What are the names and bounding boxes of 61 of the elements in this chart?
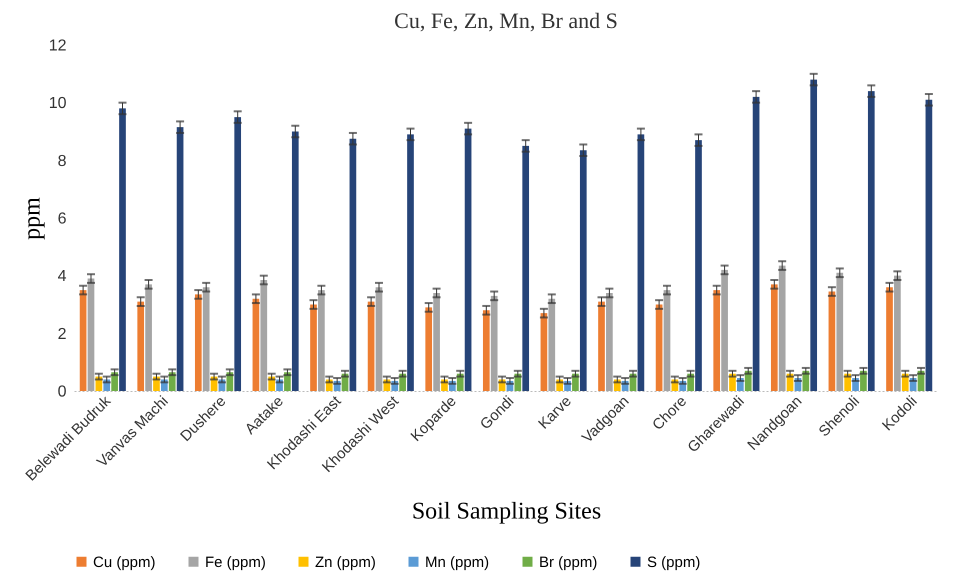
bar xyxy=(137,302,144,391)
legend-label: Zn (ppm) xyxy=(315,554,376,571)
bar xyxy=(194,294,202,391)
bar xyxy=(926,100,932,391)
bar xyxy=(868,91,875,391)
y-tick-label: 6 xyxy=(58,210,67,228)
bar xyxy=(664,290,670,391)
bar xyxy=(80,290,86,391)
bar xyxy=(145,284,152,391)
y-tick-label: 2 xyxy=(58,326,67,343)
y-tick-label: 0 xyxy=(58,384,67,400)
bar xyxy=(119,108,126,391)
bar xyxy=(368,302,374,391)
bar xyxy=(260,280,268,391)
bar xyxy=(598,302,605,391)
bar xyxy=(464,128,472,391)
bar xyxy=(656,304,662,391)
legend-label: Cu (ppm) xyxy=(93,554,156,571)
bar xyxy=(202,287,210,391)
bar xyxy=(176,127,184,391)
bar xyxy=(425,307,432,391)
bar xyxy=(407,134,414,391)
bar xyxy=(234,117,242,391)
bar xyxy=(828,292,836,391)
bar xyxy=(482,310,490,391)
y-tick-label: 4 xyxy=(58,268,67,286)
y-tick-label: 10 xyxy=(48,95,67,112)
bar xyxy=(548,298,556,391)
bar xyxy=(886,287,893,391)
chart-title: Cu, Fe, Zn, Mn, Br and S xyxy=(394,8,618,33)
bar xyxy=(752,96,760,391)
bar xyxy=(721,270,728,391)
bar xyxy=(810,80,818,391)
bar xyxy=(638,134,644,391)
bar xyxy=(490,296,498,391)
y-axis-title: ppm xyxy=(20,196,46,240)
x-axis-title: Soil Sampling Sites xyxy=(412,498,602,525)
bar xyxy=(318,290,325,391)
bar xyxy=(580,150,587,391)
bar xyxy=(310,304,317,391)
legend-label: Br (ppm) xyxy=(539,554,598,571)
legend-label: S (ppm) xyxy=(647,554,700,571)
bar xyxy=(894,276,901,391)
bar xyxy=(252,298,260,391)
bar xyxy=(540,313,548,391)
bar xyxy=(778,266,786,391)
y-tick-label: 12 xyxy=(48,38,67,54)
bar xyxy=(770,284,778,391)
y-tick-label: 8 xyxy=(58,152,67,170)
bar xyxy=(836,272,844,391)
legend-label: Fe (ppm) xyxy=(205,554,266,571)
bar xyxy=(695,140,702,391)
bar xyxy=(88,278,94,391)
bar xyxy=(522,146,530,391)
bar xyxy=(376,287,382,391)
bar xyxy=(350,138,356,391)
bar xyxy=(433,292,440,391)
bar xyxy=(292,132,299,391)
bar xyxy=(606,292,613,391)
legend-label: Mn (ppm) xyxy=(425,554,490,571)
bar xyxy=(713,290,720,391)
